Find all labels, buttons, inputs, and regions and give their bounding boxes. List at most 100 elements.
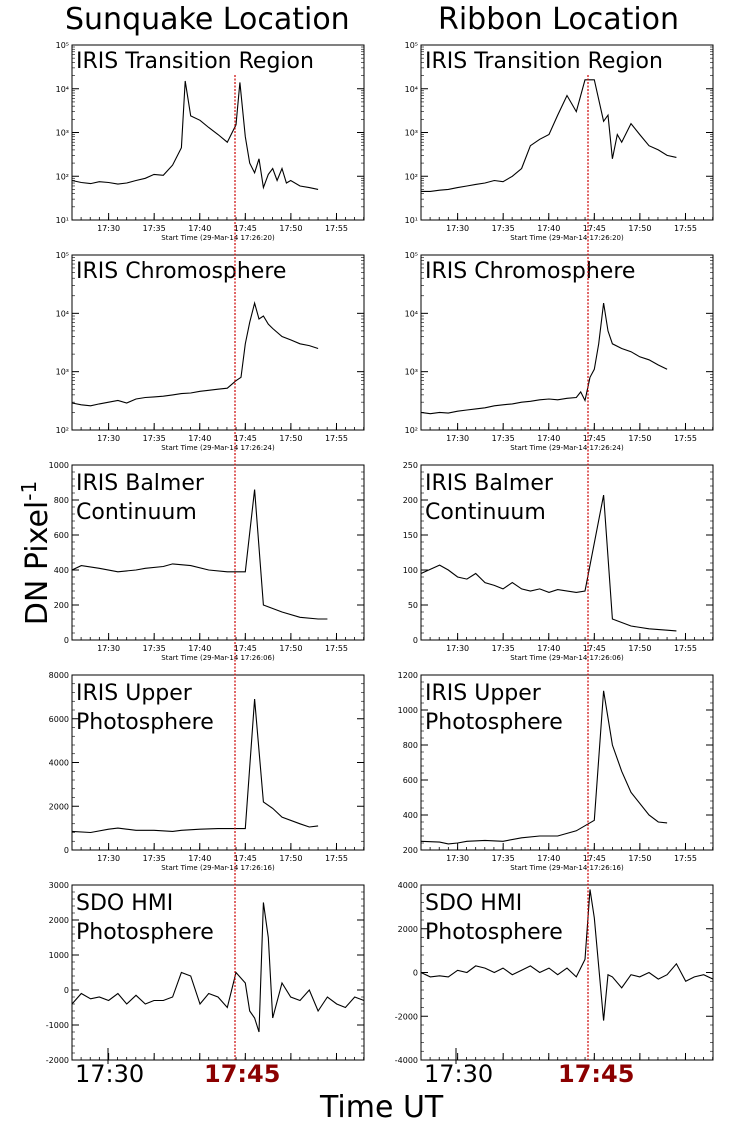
start-time-label: Start Time (29-Mar-14 17:26:06) [161,654,275,662]
x-tick-label: 17:35 [492,854,515,863]
x-tick-label: 17:30 [97,644,120,653]
panel-right-3: 17:30 17:35 17:40 17:45 17:50 17:55 Start Time… [403,461,714,662]
column-title-right: Ribbon Location [438,2,680,37]
x-tick-label: 17:45 [234,644,257,653]
x-tick-label: 17:50 [279,644,302,653]
panel-label: IRIS Balmer [76,471,205,496]
x-tick-label: 17:30 [97,224,120,233]
start-time-label: Start Time (29-Mar-14 17:26:06) [510,654,624,662]
x-tick-label: 17:55 [325,434,348,443]
panel-label: Continuum [76,500,197,525]
x-tick-label: 17:50 [628,434,651,443]
x-tick-label: 17:30 [97,854,120,863]
panel-left-4: 17:30 17:35 17:40 17:45 17:50 17:55 Start Time… [49,671,365,872]
panel-label: Continuum [425,500,546,525]
x-tick-label: 17:50 [628,224,651,233]
y-tick-label: 2000 [398,925,418,934]
y-tick-label: 100 [403,566,418,575]
y-tick-label: 0 [413,969,418,978]
y-tick-label: 10⁵ [56,251,69,260]
column-title-left: Sunquake Location [65,2,350,37]
series-line [420,494,677,632]
x-tick-label: 17:40 [537,224,560,233]
y-tick-label: 1000 [398,706,418,715]
x-tick-label: 17:45 [234,224,257,233]
start-time-label: Start Time (29-Mar-14 17:26:16) [161,864,275,872]
y-tick-label: 600 [403,776,418,785]
panel-right-1: 17:30 17:35 17:40 17:45 17:50 17:55 Start Time… [405,41,714,242]
y-tick-label: 10⁴ [405,309,418,318]
start-time-label: Start Time (29-Mar-14 17:26:24) [161,444,275,452]
x-tick-label: 17:35 [143,434,166,443]
y-tick-label: 0 [64,846,69,855]
panel-label: Photosphere [76,710,214,735]
x-tick-label: 17:35 [492,644,515,653]
x-tick-label: 17:35 [492,224,515,233]
y-tick-label: 10² [405,426,418,435]
y-tick-label: 2000 [49,916,69,925]
x-tick-label: 17:55 [674,854,697,863]
x-tick-label: 17:50 [279,434,302,443]
x-tick-label: 17:30 [446,644,469,653]
y-tick-label: 600 [54,531,69,540]
y-tick-label: 10³ [405,129,418,138]
x-tick-label: 17:30 [446,854,469,863]
bottom-tick-1745-right: 17:45 [558,1060,635,1088]
series-line [420,889,714,1021]
panel-left-5: -2000 -1000 0 1000 2000 3000 SDO HMI Photospher… [46,881,365,1065]
panel-label: IRIS Upper [76,681,193,706]
y-tick-label: 10² [405,172,418,181]
panel-label: IRIS Balmer [425,471,554,496]
panel-label: Photosphere [425,920,563,945]
series-line [71,300,319,407]
y-tick-label: 10³ [56,129,69,138]
series-line [71,902,365,1033]
y-tick-label: 10⁵ [405,41,418,50]
y-tick-label: 800 [54,496,69,505]
panel-label: IRIS Transition Region [76,49,314,74]
y-tick-label: 10³ [56,368,69,377]
panel-label: SDO HMI [76,891,173,916]
x-tick-label: 17:40 [188,224,211,233]
start-time-label: Start Time (29-Mar-14 17:26:20) [510,234,624,242]
y-tick-label: 10⁴ [56,85,69,94]
x-tick-label: 17:40 [537,644,560,653]
x-tick-label: 17:30 [446,224,469,233]
y-tick-label: 400 [54,566,69,575]
panel-label: IRIS Upper [425,681,542,706]
y-tick-label: 0 [64,986,69,995]
x-tick-label: 17:40 [188,434,211,443]
y-tick-label: 200 [403,496,418,505]
x-axis-label: Time UT [320,1090,444,1125]
x-tick-label: 17:35 [492,434,515,443]
x-tick-label: 17:40 [188,644,211,653]
y-tick-label: 4000 [398,881,418,890]
panel-right-5: -4000 -2000 0 2000 4000 SDO HMI Photosphere [395,881,714,1065]
x-tick-label: 17:55 [674,644,697,653]
y-tick-label: 200 [403,846,418,855]
y-tick-label: -4000 [395,1056,418,1065]
y-tick-label: 0 [413,636,418,645]
y-tick-label: -2000 [46,1056,69,1065]
y-tick-label: 10² [56,172,69,181]
x-tick-label: 17:50 [628,854,651,863]
y-tick-label: 10⁵ [405,251,418,260]
x-tick-label: 17:35 [143,224,166,233]
x-tick-label: 17:30 [97,434,120,443]
start-time-label: Start Time (29-Mar-14 17:26:20) [161,234,275,242]
x-tick-label: 17:45 [234,854,257,863]
y-tick-label: 200 [54,601,69,610]
y-tick-label: 1000 [49,951,69,960]
y-tick-label: 1000 [49,461,69,470]
start-time-label: Start Time (29-Mar-14 17:26:16) [510,864,624,872]
y-tick-label: 150 [403,531,418,540]
x-tick-label: 17:35 [143,644,166,653]
series-line [71,489,328,620]
y-tick-label: 1200 [398,671,418,680]
series-line [71,80,319,190]
series-line [420,690,668,845]
x-tick-label: 17:35 [143,854,166,863]
x-tick-label: 17:50 [628,644,651,653]
panel-label: IRIS Transition Region [425,49,663,74]
